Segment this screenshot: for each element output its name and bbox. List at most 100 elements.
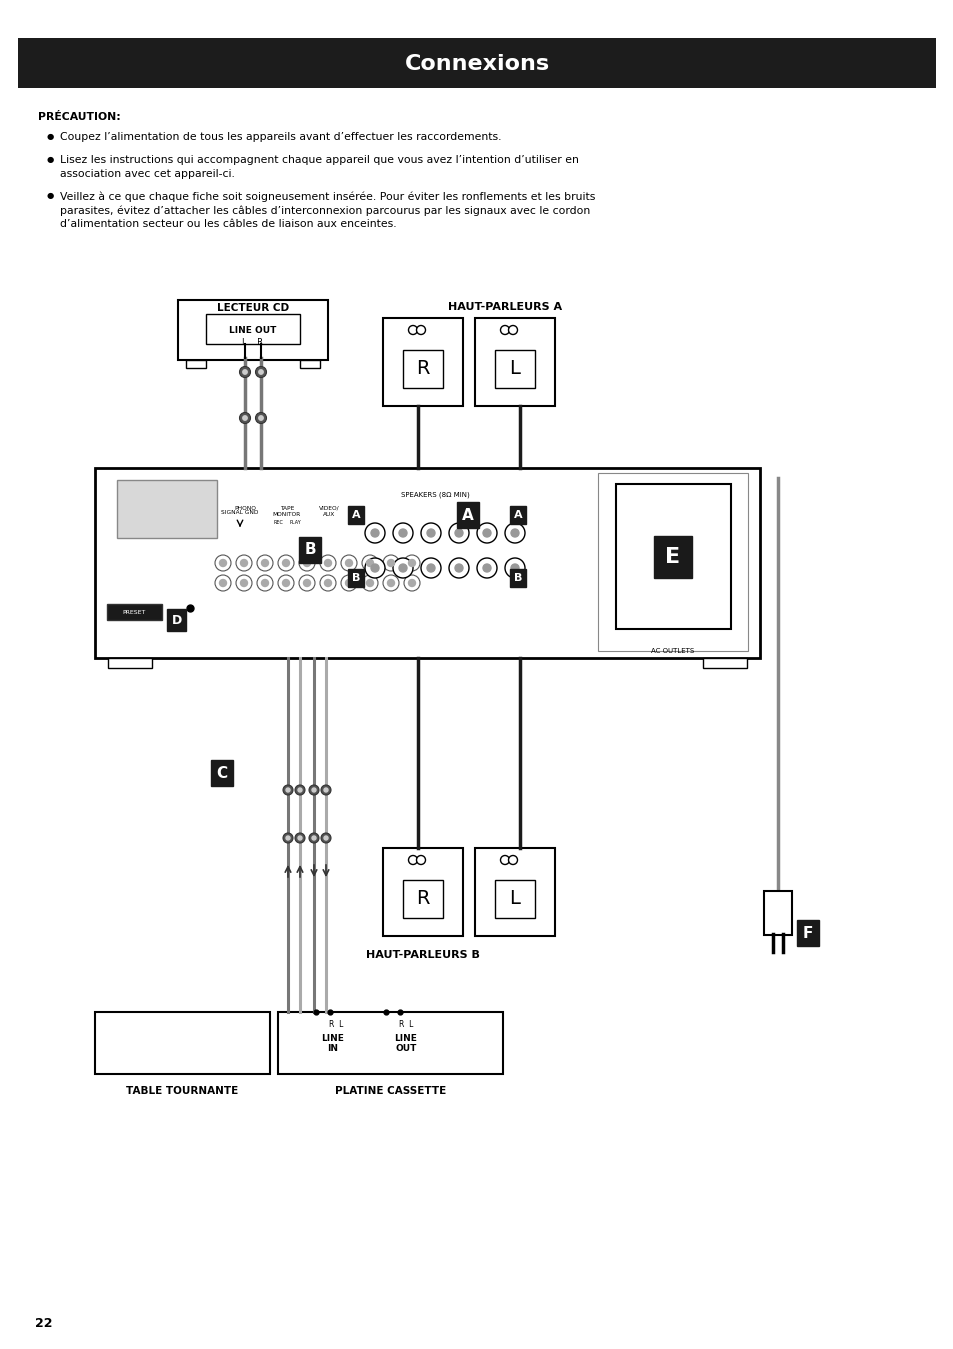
Text: HAUT-PARLEURS A: HAUT-PARLEURS A [448, 302, 561, 312]
Text: LINE
OUT: LINE OUT [395, 1033, 417, 1054]
Bar [402, 880, 442, 919]
Text: parasites, évitez d’attacher les câbles d’interconnexion parcourus par les signa: parasites, évitez d’attacher les câbles … [60, 205, 590, 216]
Text: B: B [304, 542, 315, 557]
Circle shape [427, 564, 435, 572]
Circle shape [240, 580, 247, 587]
Text: E: E [665, 546, 679, 567]
Circle shape [277, 575, 294, 591]
Circle shape [286, 836, 290, 840]
Circle shape [398, 529, 407, 537]
Text: A: A [352, 510, 360, 519]
Bar [277, 1012, 502, 1074]
Circle shape [366, 580, 374, 587]
Circle shape [282, 560, 289, 567]
Text: R: R [416, 359, 429, 378]
Circle shape [219, 580, 226, 587]
Text: Veillez à ce que chaque fiche soit soigneusement insérée. Pour éviter les ronfle: Veillez à ce que chaque fiche soit soign… [60, 192, 595, 201]
Circle shape [420, 558, 440, 577]
Circle shape [403, 575, 419, 591]
Circle shape [239, 413, 251, 424]
Text: LINE
IN: LINE IN [321, 1033, 344, 1054]
Circle shape [214, 554, 231, 571]
Text: SPEAKERS (8Ω MIN): SPEAKERS (8Ω MIN) [400, 492, 469, 499]
Circle shape [298, 575, 314, 591]
Text: association avec cet appareil-ci.: association avec cet appareil-ci. [60, 169, 234, 179]
Circle shape [361, 554, 377, 571]
Bar [763, 890, 791, 935]
Bar [475, 318, 555, 406]
Bar [495, 349, 535, 389]
Circle shape [255, 413, 266, 424]
Circle shape [320, 785, 331, 795]
Text: 22: 22 [35, 1317, 52, 1330]
Text: Coupez l’alimentation de tous les appareils avant d’effectuer les raccordements.: Coupez l’alimentation de tous les appare… [60, 132, 501, 142]
Circle shape [312, 788, 315, 792]
Circle shape [312, 836, 315, 840]
Text: ●: ● [47, 192, 53, 200]
Text: VIDEO/
AUX: VIDEO/ AUX [318, 506, 339, 517]
Bar [95, 468, 760, 658]
Circle shape [309, 785, 318, 795]
Circle shape [500, 325, 509, 335]
Circle shape [340, 575, 356, 591]
Text: Connexions: Connexions [404, 54, 549, 74]
Bar [382, 318, 462, 406]
Circle shape [393, 558, 413, 577]
Circle shape [324, 560, 331, 567]
Text: A: A [513, 510, 521, 519]
Circle shape [371, 564, 378, 572]
Circle shape [361, 575, 377, 591]
Circle shape [320, 832, 331, 843]
Bar [382, 849, 462, 936]
Circle shape [476, 523, 497, 544]
Circle shape [255, 367, 266, 378]
Circle shape [324, 836, 328, 840]
Circle shape [261, 560, 268, 567]
Circle shape [319, 554, 335, 571]
Circle shape [403, 554, 419, 571]
Circle shape [243, 415, 247, 420]
Circle shape [511, 564, 518, 572]
Bar [107, 604, 162, 621]
Circle shape [398, 564, 407, 572]
Text: TABLE TOURNANTE: TABLE TOURNANTE [126, 1086, 238, 1095]
Text: LECTEUR CD: LECTEUR CD [216, 304, 289, 313]
Circle shape [420, 523, 440, 544]
Circle shape [309, 832, 318, 843]
Text: B: B [514, 573, 521, 583]
Circle shape [340, 554, 356, 571]
Text: HAUT-PARLEURS B: HAUT-PARLEURS B [366, 950, 479, 960]
Circle shape [297, 836, 302, 840]
Text: B: B [352, 573, 360, 583]
Text: L: L [509, 889, 520, 908]
Bar [702, 658, 746, 668]
Circle shape [219, 560, 226, 567]
Circle shape [455, 529, 462, 537]
Circle shape [282, 580, 289, 587]
Bar [117, 480, 216, 538]
Bar [495, 880, 535, 919]
Text: C: C [216, 765, 228, 781]
Circle shape [408, 580, 416, 587]
Circle shape [256, 575, 273, 591]
Circle shape [345, 580, 352, 587]
Circle shape [408, 325, 417, 335]
Bar [206, 314, 299, 344]
Circle shape [258, 370, 263, 374]
Text: R: R [416, 889, 429, 908]
Text: AC OUTLETS: AC OUTLETS [651, 648, 694, 654]
Circle shape [243, 370, 247, 374]
Circle shape [371, 529, 378, 537]
Circle shape [298, 554, 314, 571]
Circle shape [387, 560, 395, 567]
Circle shape [258, 415, 263, 420]
Circle shape [365, 558, 385, 577]
Text: PRÉCAUTION:: PRÉCAUTION: [38, 112, 121, 121]
Bar [598, 473, 747, 652]
Circle shape [239, 367, 251, 378]
Circle shape [416, 855, 425, 865]
Circle shape [508, 855, 517, 865]
Text: L: L [509, 359, 520, 378]
Circle shape [297, 788, 302, 792]
Circle shape [508, 325, 517, 335]
